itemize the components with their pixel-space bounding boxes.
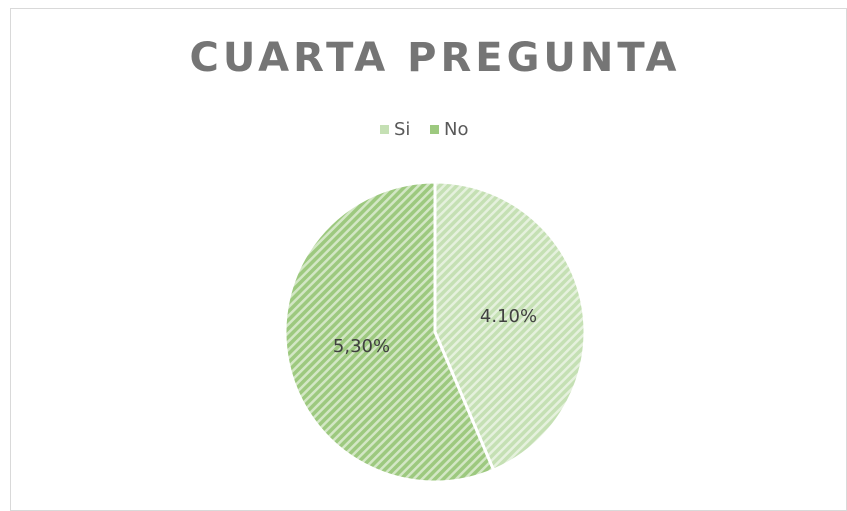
data-label: 5,30% [333, 336, 390, 357]
legend-label: No [444, 119, 468, 140]
legend-label: Si [394, 119, 410, 140]
legend-swatch [380, 125, 389, 134]
pie-slice [283, 180, 496, 484]
legend-swatch [430, 125, 439, 134]
data-label: 4.10% [480, 306, 537, 327]
chart-title: CUARTA PREGUNTA [190, 35, 681, 81]
pie-slice [433, 180, 587, 473]
